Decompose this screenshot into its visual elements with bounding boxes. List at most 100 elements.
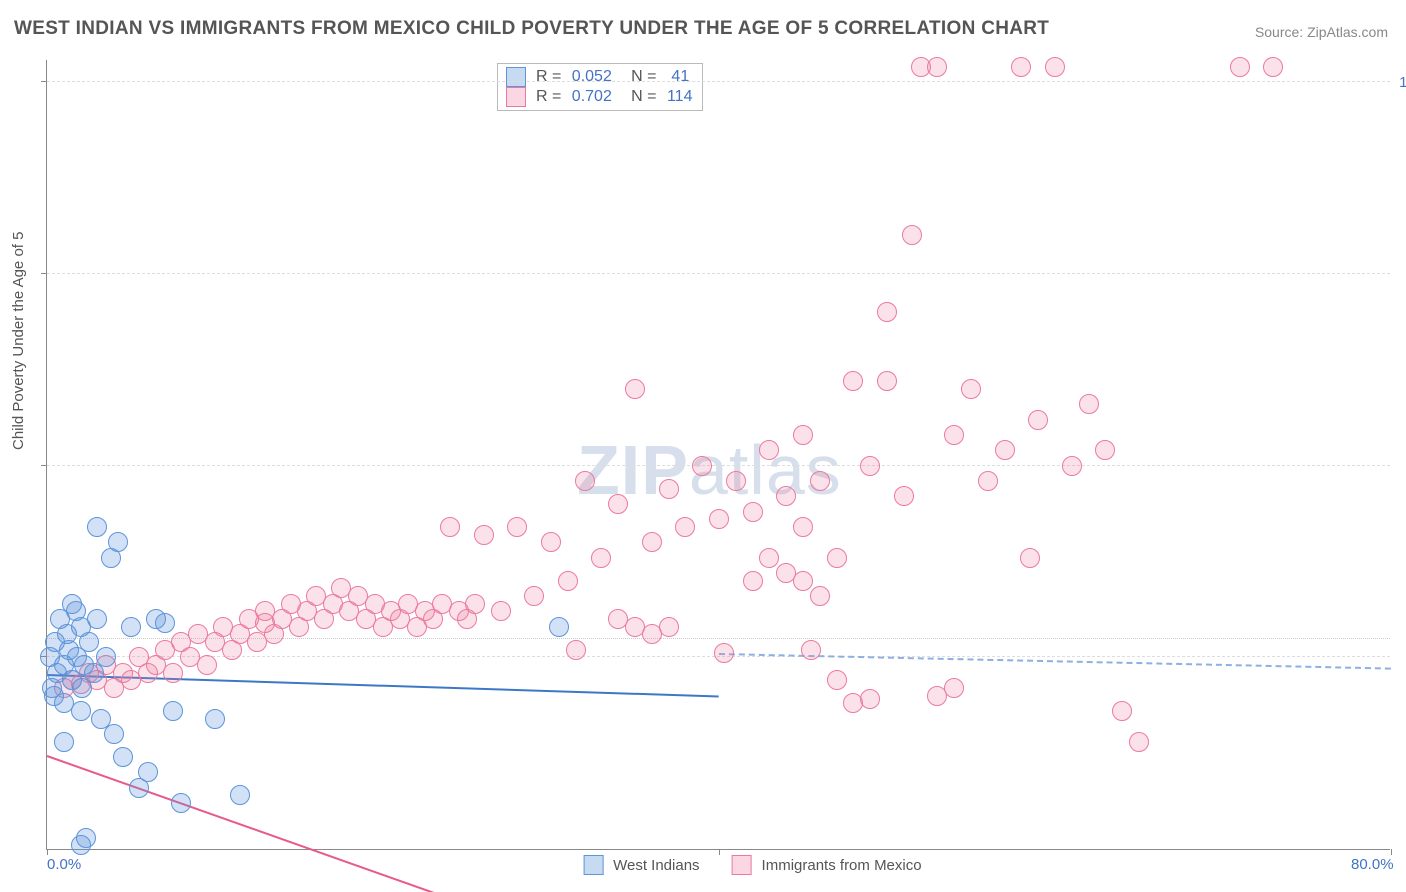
data-point-pink [440, 517, 460, 537]
data-point-pink [801, 640, 821, 660]
data-point-pink [575, 471, 595, 491]
swatch-blue-icon [583, 855, 603, 875]
data-point-blue [87, 609, 107, 629]
data-point-pink [642, 532, 662, 552]
gridline [47, 465, 1390, 466]
data-point-blue [113, 747, 133, 767]
data-point-blue [230, 785, 250, 805]
swatch-blue-icon [506, 67, 526, 87]
data-point-pink [507, 517, 527, 537]
data-point-pink [759, 440, 779, 460]
y-axis-label: Child Poverty Under the Age of 5 [10, 232, 27, 450]
gridline [47, 273, 1390, 274]
y-tick-label: 75.0% [1394, 266, 1406, 283]
gridline [47, 81, 1390, 82]
data-point-pink [465, 594, 485, 614]
data-point-pink [1129, 732, 1149, 752]
data-point-pink [810, 471, 830, 491]
data-point-blue [71, 701, 91, 721]
data-point-blue [205, 709, 225, 729]
data-point-blue [44, 686, 64, 706]
data-point-pink [743, 502, 763, 522]
data-point-blue [66, 601, 86, 621]
data-point-pink [1263, 57, 1283, 77]
data-point-blue [87, 517, 107, 537]
data-point-pink [1062, 456, 1082, 476]
data-point-pink [776, 486, 796, 506]
data-point-pink [625, 379, 645, 399]
data-point-pink [524, 586, 544, 606]
data-point-blue [101, 548, 121, 568]
stats-row-pink: R = 0.702 N = 114 [506, 87, 692, 107]
data-point-pink [1079, 394, 1099, 414]
data-point-pink [793, 571, 813, 591]
x-tick-label: 80.0% [1351, 856, 1394, 873]
swatch-pink-icon [506, 87, 526, 107]
data-point-blue [54, 732, 74, 752]
data-point-blue [96, 647, 116, 667]
data-point-blue [76, 828, 96, 848]
data-point-pink [541, 532, 561, 552]
data-point-pink [759, 548, 779, 568]
r-value-pink: 0.702 [572, 88, 612, 106]
data-point-pink [1011, 57, 1031, 77]
data-point-pink [659, 617, 679, 637]
y-tick-label: 100.0% [1394, 74, 1406, 91]
data-point-pink [860, 456, 880, 476]
data-point-pink [591, 548, 611, 568]
data-point-blue [40, 647, 60, 667]
data-point-pink [714, 643, 734, 663]
data-point-pink [558, 571, 578, 591]
data-point-pink [163, 663, 183, 683]
y-tickmark [41, 465, 47, 466]
data-point-blue [104, 724, 124, 744]
data-point-pink [1045, 57, 1065, 77]
data-point-pink [659, 479, 679, 499]
scatter-plot-area: ZIPatlas R = 0.052 N = 41 R = 0.702 N = … [46, 60, 1390, 850]
data-point-blue [72, 678, 92, 698]
x-tickmark [719, 849, 720, 855]
data-point-pink [474, 525, 494, 545]
data-point-pink [877, 371, 897, 391]
legend-label-pink: Immigrants from Mexico [762, 857, 922, 874]
y-tick-label: 50.0% [1394, 458, 1406, 475]
legend-item-blue: West Indians [583, 855, 699, 875]
chart-title: WEST INDIAN VS IMMIGRANTS FROM MEXICO CH… [14, 18, 1049, 40]
data-point-pink [675, 517, 695, 537]
data-point-pink [827, 548, 847, 568]
n-label: N = [618, 68, 666, 86]
data-point-pink [566, 640, 586, 660]
data-point-pink [793, 517, 813, 537]
x-tick-label: 0.0% [47, 856, 81, 873]
data-point-pink [491, 601, 511, 621]
y-tick-label: 25.0% [1394, 649, 1406, 666]
data-point-pink [810, 586, 830, 606]
data-point-pink [608, 494, 628, 514]
legend-item-pink: Immigrants from Mexico [732, 855, 922, 875]
source-attribution: Source: ZipAtlas.com [1255, 24, 1388, 40]
data-point-pink [877, 302, 897, 322]
swatch-pink-icon [732, 855, 752, 875]
data-point-pink [827, 670, 847, 690]
data-point-pink [944, 425, 964, 445]
data-point-pink [197, 655, 217, 675]
data-point-blue [163, 701, 183, 721]
data-point-pink [944, 678, 964, 698]
data-point-blue [79, 632, 99, 652]
series-legend: West Indians Immigrants from Mexico [583, 855, 921, 875]
data-point-pink [902, 225, 922, 245]
data-point-pink [793, 425, 813, 445]
stats-legend-box: R = 0.052 N = 41 R = 0.702 N = 114 [497, 63, 703, 111]
data-point-pink [1028, 410, 1048, 430]
data-point-pink [1230, 57, 1250, 77]
data-point-pink [1112, 701, 1132, 721]
y-tickmark [41, 81, 47, 82]
stats-row-blue: R = 0.052 N = 41 [506, 67, 692, 87]
data-point-blue [171, 793, 191, 813]
data-point-blue [121, 617, 141, 637]
data-point-pink [927, 57, 947, 77]
data-point-pink [995, 440, 1015, 460]
data-point-pink [843, 371, 863, 391]
data-point-pink [961, 379, 981, 399]
data-point-pink [860, 689, 880, 709]
